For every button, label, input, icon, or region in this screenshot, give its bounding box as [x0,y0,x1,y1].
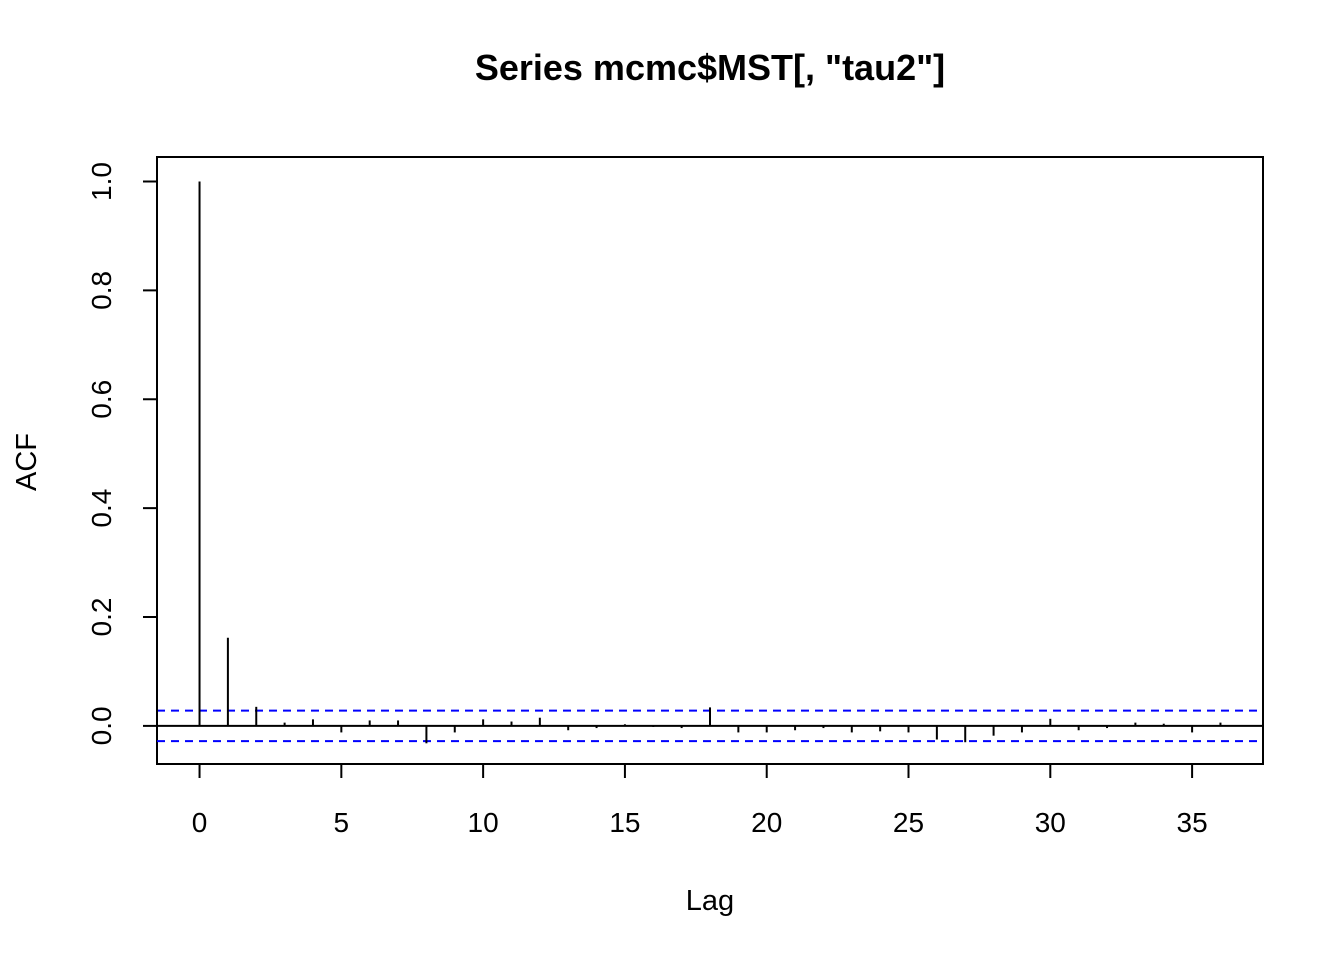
x-tick-label: 25 [893,807,924,838]
x-tick-label: 35 [1177,807,1208,838]
y-tick-label: 0.0 [86,706,117,745]
y-tick-label: 0.6 [86,380,117,419]
x-tick-label: 30 [1035,807,1066,838]
y-tick-label: 0.8 [86,271,117,310]
y-axis: 0.0 0.2 0.4 0.6 0.8 1.0 [86,162,158,745]
x-tick-label: 5 [334,807,350,838]
chart-title: Series mcmc$MST[, "tau2"] [475,47,945,88]
plot-frame [156,156,1264,765]
y-axis-label: ACF [11,433,43,491]
acf-bars [198,181,1222,744]
x-tick-label: 15 [609,807,640,838]
y-tick-label: 0.4 [86,489,117,528]
x-tick-label: 20 [751,807,782,838]
y-tick-label: 1.0 [86,162,117,201]
x-axis: 0 5 10 15 20 25 30 35 [192,763,1208,838]
x-tick-label: 10 [468,807,499,838]
y-tick-label: 0.2 [86,598,117,637]
x-tick-label: 0 [192,807,208,838]
x-axis-label: Lag [686,885,734,917]
